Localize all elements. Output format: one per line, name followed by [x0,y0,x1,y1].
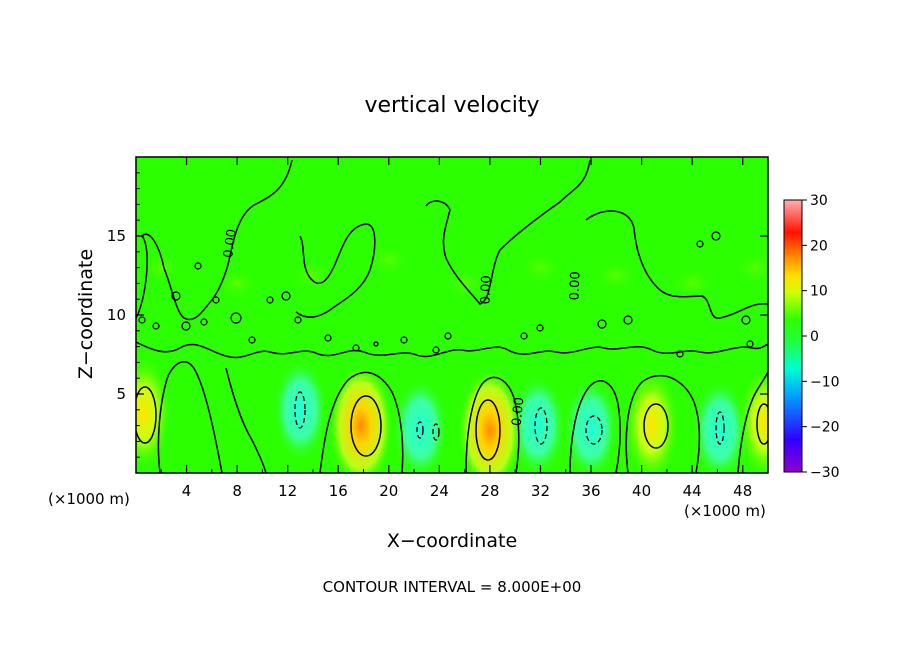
x-tick-label: 8 [232,482,242,500]
weak-updraft-patch [518,251,563,284]
zero-contour-upper [136,159,768,321]
heat-fields [136,243,768,473]
weak-updraft-patch [366,243,411,276]
colorbar-tick-label: 0 [810,329,819,345]
colorbar-tick-label: −30 [810,465,840,481]
contour-label: 0.00 [479,275,495,304]
colorbar-tick-label: 20 [810,238,828,254]
y-axis-label: Z−coordinate [75,249,97,379]
x-tick-label: 16 [329,482,348,500]
contour-label: 0.00 [568,271,584,300]
x-tick-label: 20 [379,482,398,500]
x-tick-label: 12 [278,482,297,500]
colorbar-tick-label: 30 [810,193,828,209]
colorbar-tick-label: 10 [810,284,828,300]
zero-contour-col5 [569,380,621,473]
weak-updraft-patch [139,251,184,284]
x-tick-label: 32 [531,482,550,500]
downdraft-core [272,357,329,462]
downdraft-core [563,376,620,473]
contour-label: 0.00 [221,228,240,259]
colorbar-tick-label: −10 [810,374,840,390]
y-tick-label: 5 [116,385,126,403]
x-tick-label: 44 [683,482,702,500]
colorbar-gradient [783,199,803,473]
chart-title: vertical velocity [364,93,539,118]
x-tick-label: 40 [632,482,651,500]
weak-updraft-patch [215,267,260,300]
updraft-core [623,367,680,473]
weak-updraft-patch [442,267,487,300]
updraft-contour-3 [475,399,501,461]
x-tick-label: 24 [430,482,449,500]
updraft-contour-4 [643,403,669,449]
downdraft-core [392,376,449,473]
weak-updraft-patch [670,267,715,300]
updraft-contour-2 [350,395,382,457]
x-tick-label: 48 [733,482,752,500]
colorbar-tick-label: −20 [810,420,840,436]
downdraft-contours [294,391,725,445]
contour-lines [136,159,768,473]
zero-contour-col1 [157,361,223,473]
updraft-core [136,354,172,471]
x-tick-label: 36 [581,482,600,500]
x-axis-ticks: 4 8 12 16 20 24 28 32 36 40 44 48 [160,157,752,500]
weak-updraft-patch [594,259,639,292]
y-tick-label: 10 [107,306,126,324]
zero-contour-col7 [737,371,768,473]
weak-updraft-patch [733,251,768,284]
contour-value-labels: 0.00 0.00 0.00 0.00 [221,228,583,427]
updraft-contour-1 [136,386,157,444]
x-unit-left: (×1000 m) [48,490,130,508]
updraft-core [737,364,768,473]
turbulent-blobs [138,231,754,358]
contour-label: 0.00 [510,396,528,426]
x-tick-label: 4 [182,482,192,500]
updraft-contour-5 [756,403,768,445]
zero-contour-col2 [225,367,267,473]
y-tick-label: 15 [107,227,126,245]
heatmap-area: 0.00 0.00 0.00 0.00 [136,157,768,473]
x-unit-right: (×1000 m) [684,502,766,520]
contour-interval-note: CONTOUR INTERVAL = 8.000E+00 [323,578,582,596]
x-axis-label: X−coordinate [387,530,517,552]
y-axis-ticks: 5 10 15 [107,172,768,458]
x-tick-label: 28 [480,482,499,500]
zero-contour-col3 [319,371,404,473]
zero-contour-col6 [625,374,701,473]
zero-contour-mid [136,341,768,359]
zero-contour-col4 [465,376,520,473]
colorbar-ticks: 30 20 10 0 −10 −20 −30 [802,193,840,481]
downdraft-core [509,373,566,473]
colorbar: 30 20 10 0 −10 −20 −30 [783,193,840,481]
weak-updraft-patch [290,259,335,292]
updraft-core [457,368,522,473]
downdraft-core [691,378,748,473]
